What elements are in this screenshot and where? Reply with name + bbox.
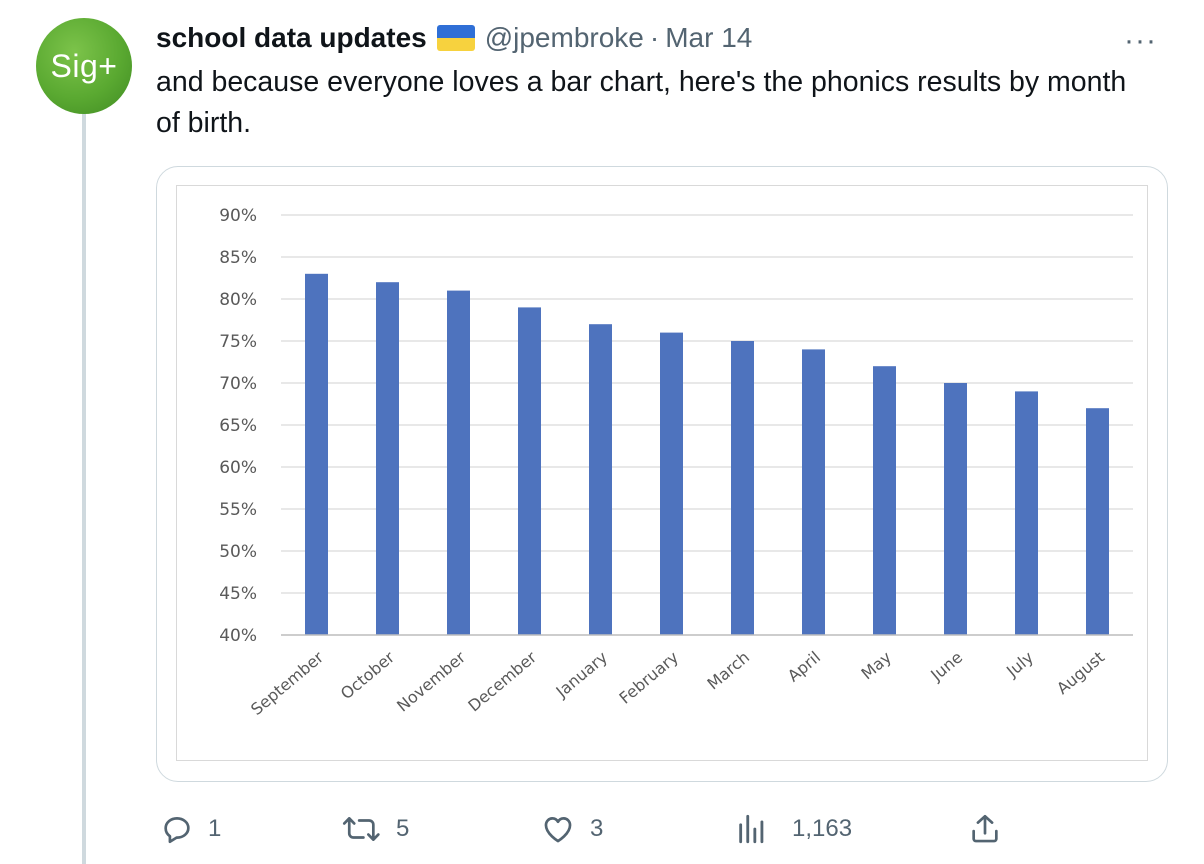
bar-january [589,324,612,635]
bar-may [873,366,896,635]
x-tick-label: July [1002,648,1037,682]
retweet-icon [342,817,380,841]
y-tick-label: 60% [219,458,257,478]
x-tick-label: September [247,647,327,719]
y-tick-label: 70% [219,374,257,394]
reply-count: 1 [208,815,222,842]
tweet-text: and because everyone loves a bar chart, … [156,66,1127,139]
chart-frame: 40% 45% 50% 55% 60% 65% 70% 75% 80% 85% 90% Septemb… [176,185,1148,761]
x-tick-label: January [552,648,611,702]
share-button[interactable] [968,812,1002,846]
y-tick-label: 45% [219,584,257,604]
y-tick-label: 40% [219,626,257,646]
author-name[interactable]: school data updates [156,22,427,53]
like-count: 3 [590,815,604,842]
bar-chart: 40% 45% 50% 55% 60% 65% 70% 75% 80% 85% 90% Septemb… [219,206,1133,719]
retweet-count: 5 [396,815,410,842]
x-tick-label: February [616,648,683,708]
share-icon [972,814,998,843]
y-tick-label: 85% [219,248,257,268]
avatar-text: Sig+ [50,47,118,84]
author-handle[interactable]: @jpembroke [484,22,644,53]
tweet-header: school data updates @jpembroke · Mar 14 [156,18,752,58]
thread-line [82,112,86,864]
like-button[interactable]: 3 [540,812,603,846]
action-bar: 1 5 3 1,163 [0,808,1204,852]
views-button[interactable]: 1,163 [736,812,852,846]
x-tick-label: June [926,648,966,686]
y-tick-label: 75% [219,332,257,352]
bar-august [1086,408,1109,635]
reply-icon [164,817,190,844]
bar-february [660,332,683,635]
bar-november [447,290,470,635]
x-tick-label: May [858,648,896,684]
reply-button[interactable]: 1 [160,812,221,846]
x-tick-label: August [1053,648,1108,699]
y-tick-label: 80% [219,290,257,310]
tweet-media[interactable]: 40% 45% 50% 55% 60% 65% 70% 75% 80% 85% 90% Septemb… [156,166,1168,782]
bar-march [731,341,754,635]
x-tick-label: April [784,648,824,686]
heart-icon [544,817,572,843]
x-tick-label: March [703,648,753,694]
bar-october [376,282,399,635]
avatar[interactable]: Sig+ [36,18,132,114]
more-horizontal-icon[interactable]: ··· [1124,24,1157,57]
y-tick-label: 55% [219,500,257,520]
bar-june [944,383,967,635]
retweet-button[interactable]: 5 [342,812,409,846]
x-tick-label: November [393,647,469,715]
y-tick-label: 90% [219,206,257,226]
x-tick-label: October [337,647,399,703]
bar-december [518,307,541,635]
bar-september [305,273,328,635]
x-tick-label: December [464,647,540,715]
views-count: 1,163 [792,815,853,842]
tweet-date[interactable]: Mar 14 [665,22,753,53]
ukraine-flag-icon [436,25,475,51]
header-separator: · [649,22,660,53]
bar-april [802,349,825,635]
bar-july [1015,391,1038,635]
y-tick-label: 65% [219,416,257,436]
views-icon [739,814,764,844]
y-tick-label: 50% [219,542,257,562]
